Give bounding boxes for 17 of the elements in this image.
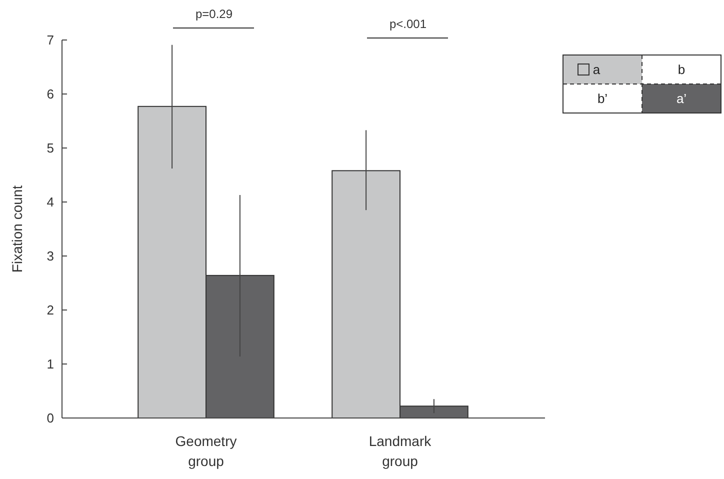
text: b’: [597, 91, 608, 106]
y-tick-label: 6: [46, 86, 54, 102]
y-tick-label: 7: [46, 32, 54, 48]
text: p<.001: [389, 17, 427, 31]
text: p=0.29: [195, 7, 233, 21]
y-tick-label: 0: [46, 410, 54, 426]
text: a’: [676, 91, 687, 106]
text: a: [592, 62, 601, 78]
y-tick-label: 5: [46, 140, 54, 156]
y-axis-title: Fixation count: [9, 185, 25, 273]
x-tick-label: Geometry group: [175, 433, 237, 469]
y-tick-label: 4: [46, 194, 54, 210]
y-tick-label: 1: [46, 356, 54, 372]
text: b: [678, 62, 686, 78]
y-tick-label: 2: [46, 302, 54, 318]
y-tick-label: 3: [46, 248, 54, 264]
x-tick-label: Landmark group: [368, 433, 432, 469]
